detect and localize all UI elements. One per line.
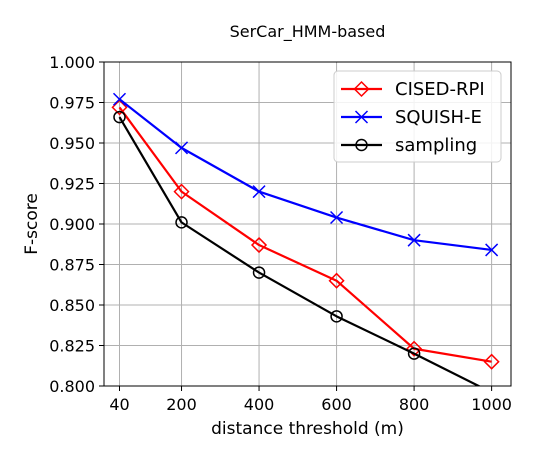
data-point: [250, 236, 268, 254]
series-line: [118, 98, 492, 252]
y-axis-label: F-score: [22, 193, 42, 255]
legend-label: CISED-RPI: [395, 79, 485, 100]
series-layer: [111, 92, 500, 386]
x-tick-label: 200: [166, 395, 197, 414]
legend-item: SQUISH-E: [341, 107, 482, 128]
legend: CISED-RPI SQUISH-E sampling: [333, 70, 502, 163]
y-tick-label: 0.800: [49, 377, 95, 396]
data-point: [174, 141, 189, 155]
legend-label: SQUISH-E: [395, 107, 482, 128]
series-2: [113, 110, 482, 386]
data-point: [330, 310, 343, 323]
x-tick-label: 40: [109, 395, 129, 414]
series-line: [118, 116, 482, 386]
legend-item: CISED-RPI: [341, 79, 485, 100]
x-tick-label: 1000: [471, 395, 512, 414]
chart-title: SerCar_HMM-based: [230, 22, 386, 42]
series-1: [112, 92, 499, 257]
data-point: [407, 347, 421, 360]
data-point: [173, 183, 190, 200]
data-point: [485, 243, 499, 257]
data-point: [330, 210, 344, 225]
x-tick-label: 800: [399, 395, 430, 414]
data-point: [328, 272, 345, 289]
legend-marker: [355, 138, 368, 152]
x-tick-label: 400: [244, 395, 275, 414]
legend-marker: [353, 80, 370, 98]
legend-marker: [354, 110, 369, 124]
data-point: [252, 266, 266, 279]
x-ticks: 40 200 400 600 800 1000: [109, 386, 512, 414]
y-tick-label: 0.850: [49, 296, 95, 315]
data-point: [407, 233, 421, 247]
data-point: [112, 92, 127, 106]
data-point: [483, 353, 500, 370]
data-point: [175, 216, 188, 229]
data-point: [252, 185, 266, 199]
y-tick-label: 0.825: [49, 337, 95, 356]
x-tick-label: 600: [321, 395, 352, 414]
y-tick-label: 0.925: [49, 175, 95, 194]
series-0: [111, 99, 500, 370]
y-tick-label: 1.000: [49, 53, 95, 72]
y-tick-label: 0.950: [49, 134, 95, 153]
x-axis-label: distance threshold (m): [211, 419, 404, 439]
y-tick-label: 0.900: [49, 215, 95, 234]
series-line: [118, 106, 492, 363]
data-point: [406, 340, 423, 357]
y-ticks: 0.800 0.825 0.850 0.875 0.900 0.925 0.950 0.975…: [49, 53, 104, 396]
legend-box: [333, 70, 502, 163]
data-point: [111, 99, 128, 116]
data-point: [113, 110, 126, 124]
legend-label: sampling: [395, 135, 477, 156]
y-tick-label: 0.875: [49, 256, 95, 275]
y-tick-label: 0.975: [49, 94, 95, 113]
legend-item: sampling: [341, 135, 477, 156]
